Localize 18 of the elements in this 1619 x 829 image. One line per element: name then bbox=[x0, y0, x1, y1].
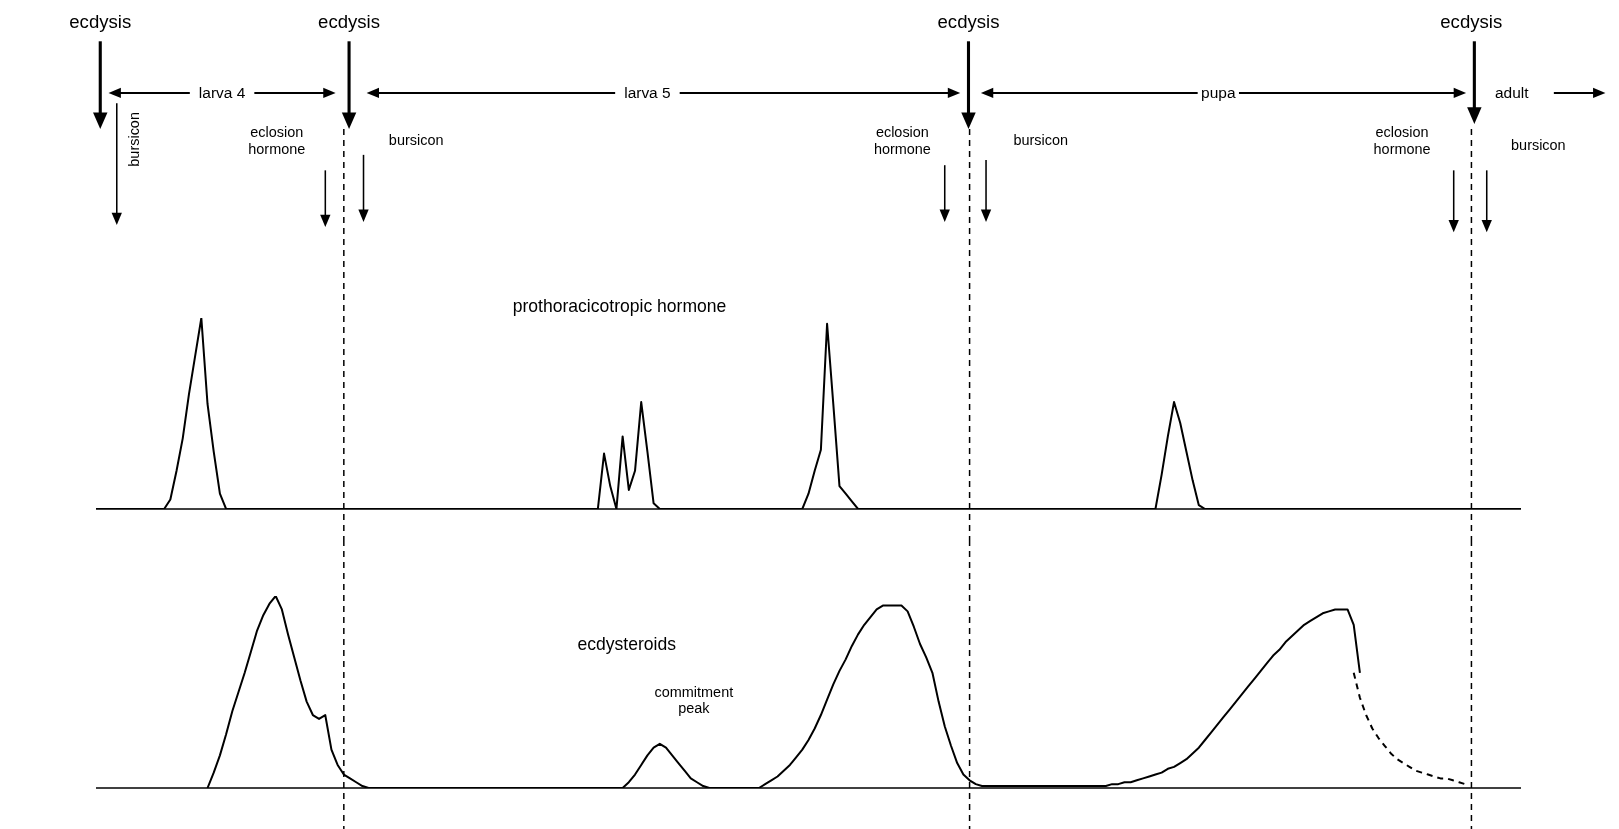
text: bursicon bbox=[1511, 136, 1566, 153]
text: ecdysis bbox=[937, 10, 1000, 32]
text: prothoracicotropic hormone bbox=[512, 295, 727, 316]
text: bursicon bbox=[388, 131, 444, 148]
text: eclosion hormone bbox=[873, 124, 931, 157]
text: ecdysis bbox=[318, 10, 381, 32]
text: eclosion hormone bbox=[248, 124, 306, 157]
text: eclosion hormone bbox=[1373, 124, 1431, 157]
text: ecdysis bbox=[69, 10, 132, 32]
text: adult bbox=[1495, 84, 1530, 102]
text: pupa bbox=[1201, 84, 1236, 102]
text: bursicon bbox=[126, 112, 143, 167]
annotation: commitment peak bbox=[654, 683, 734, 717]
text: ecdysteroids bbox=[577, 634, 677, 655]
text: larva 4 bbox=[198, 84, 246, 102]
text: ecdysis bbox=[1440, 10, 1503, 32]
text: bursicon bbox=[1013, 131, 1069, 148]
text: larva 5 bbox=[624, 84, 671, 102]
